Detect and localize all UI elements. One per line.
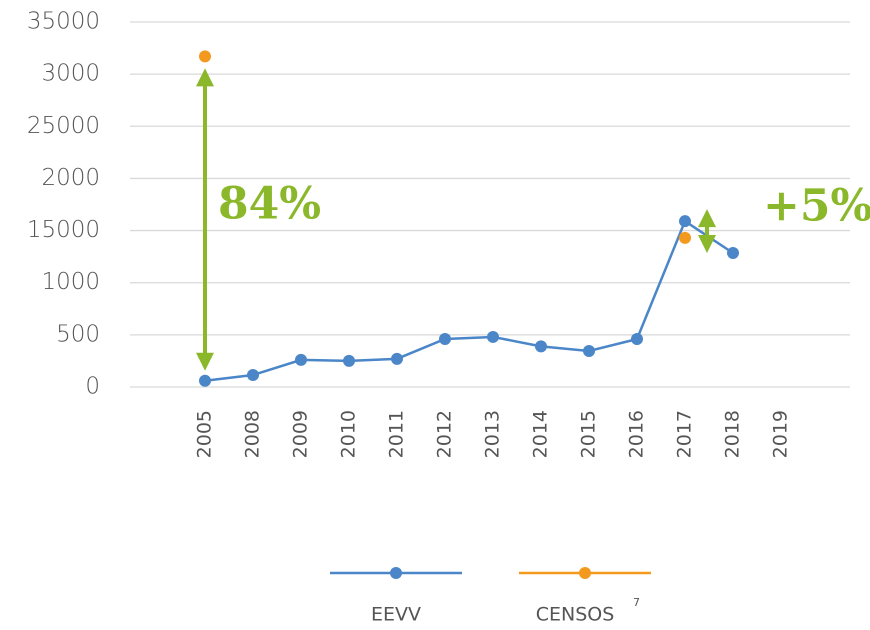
legend-label: CENSOS (536, 604, 615, 626)
annotation: +5% (763, 181, 870, 232)
y-tick-label: 500 (56, 321, 100, 347)
arrow-head (698, 234, 716, 253)
point (247, 369, 259, 382)
x-tick-label: 2012 (434, 410, 456, 458)
y-tick-label: 1000 (41, 269, 100, 295)
arrow-head (196, 352, 214, 371)
x-tick-label: 2018 (722, 410, 744, 458)
x-tick-label: 2009 (290, 410, 312, 458)
arrow-head (698, 209, 716, 228)
annotation: 84% (218, 179, 321, 230)
x-tick-label: 2017 (674, 410, 696, 458)
legend-marker (579, 567, 591, 579)
point (727, 246, 739, 259)
point (631, 333, 643, 346)
x-tick-label: 2013 (482, 410, 504, 458)
y-tick-label: 2000 (41, 165, 100, 191)
y-tick-label: 25000 (27, 113, 100, 139)
y-tick-label: 35000 (27, 9, 100, 35)
point (535, 340, 547, 353)
legend-label: EEVV (371, 604, 421, 626)
point (295, 353, 307, 366)
x-tick-label: 2016 (626, 410, 648, 458)
point (343, 354, 355, 367)
series-line (204, 219, 734, 382)
point (679, 231, 691, 244)
x-tick-label: 2014 (530, 410, 552, 458)
y-tick-label: 3000 (41, 61, 100, 87)
legend-marker (390, 567, 402, 579)
point (391, 352, 403, 365)
x-tick-label: 2010 (338, 410, 360, 458)
y-tick-label: 15000 (27, 217, 100, 243)
point (439, 333, 451, 346)
arrow-head (196, 68, 214, 87)
point (583, 345, 595, 358)
x-tick-label: 2008 (242, 410, 264, 458)
y-tick-label: 0 (85, 374, 100, 400)
plot: 2005 2008 2009 2010 2011 2012 2013 2014 2015 2016… (194, 50, 792, 626)
x-tick-label: 2015 (578, 410, 600, 458)
point (199, 50, 211, 63)
x-tick-label: 2011 (386, 410, 408, 458)
point (679, 215, 691, 228)
point (199, 374, 211, 387)
x-tick-label: 2019 (770, 410, 792, 458)
legend-note: 7 (633, 596, 640, 609)
point (487, 330, 499, 343)
x-tick-label: 2005 (194, 410, 216, 458)
